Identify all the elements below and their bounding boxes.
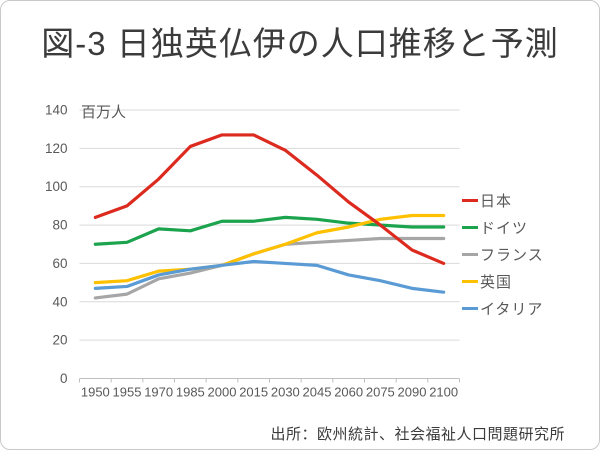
series-line-日本 <box>93 133 446 266</box>
chart-title: 図-3 日独英仏伊の人口推移と予測 <box>41 25 559 62</box>
x-axis-tick-label: 2000 <box>208 385 237 400</box>
legend-item: フランス <box>462 241 544 268</box>
legend-label: 日本 <box>480 193 513 210</box>
y-axis-tick-label: 100 <box>45 179 68 194</box>
series-line-英国 <box>93 213 446 285</box>
legend: 日本ドイツフランス英国イタリア <box>462 187 544 322</box>
x-axis-tick-label: 2045 <box>303 385 332 400</box>
legend-swatch-icon <box>462 253 478 256</box>
y-axis-unit-label: 百万人 <box>81 104 127 121</box>
legend-item: ドイツ <box>462 214 544 241</box>
series-line-イタリア <box>93 259 446 294</box>
legend-swatch-icon <box>462 199 478 202</box>
y-axis-tick-label: 60 <box>52 256 67 271</box>
legend-swatch-icon <box>462 280 478 283</box>
y-axis-tick-label: 20 <box>52 333 67 348</box>
legend-item: 日本 <box>462 187 544 214</box>
legend-swatch-icon <box>462 307 478 310</box>
x-axis-tick-label: 2015 <box>239 385 268 400</box>
y-axis-tick-label: 0 <box>60 371 68 386</box>
y-axis-tick-label: 40 <box>52 294 67 309</box>
x-axis-tick-label: 1985 <box>176 385 205 400</box>
x-axis-tick-label: 2100 <box>429 385 458 400</box>
x-axis-tick-label: 1955 <box>113 385 142 400</box>
series-line-ドイツ <box>93 215 446 246</box>
legend-label: イタリア <box>480 301 544 318</box>
y-axis-tick-label: 120 <box>45 141 68 156</box>
legend-item: 英国 <box>462 268 544 295</box>
x-axis-tick-label: 2060 <box>334 385 363 400</box>
y-axis-tick-label: 80 <box>52 218 67 233</box>
x-axis-tick-label: 2075 <box>366 385 395 400</box>
x-axis-tick-label: 1950 <box>81 385 110 400</box>
legend-label: フランス <box>480 247 544 264</box>
x-axis-tick-label: 2090 <box>398 385 427 400</box>
source-note: 出所：欧州統計、社会福祉人口問題研究所 <box>270 426 565 443</box>
x-axis-tick-label: 2030 <box>271 385 300 400</box>
y-axis-tick-label: 140 <box>45 103 68 118</box>
legend-swatch-icon <box>462 226 478 229</box>
x-axis-tick-label: 1970 <box>144 385 173 400</box>
legend-item: イタリア <box>462 295 544 322</box>
legend-label: ドイツ <box>480 220 529 237</box>
legend-label: 英国 <box>480 274 513 291</box>
